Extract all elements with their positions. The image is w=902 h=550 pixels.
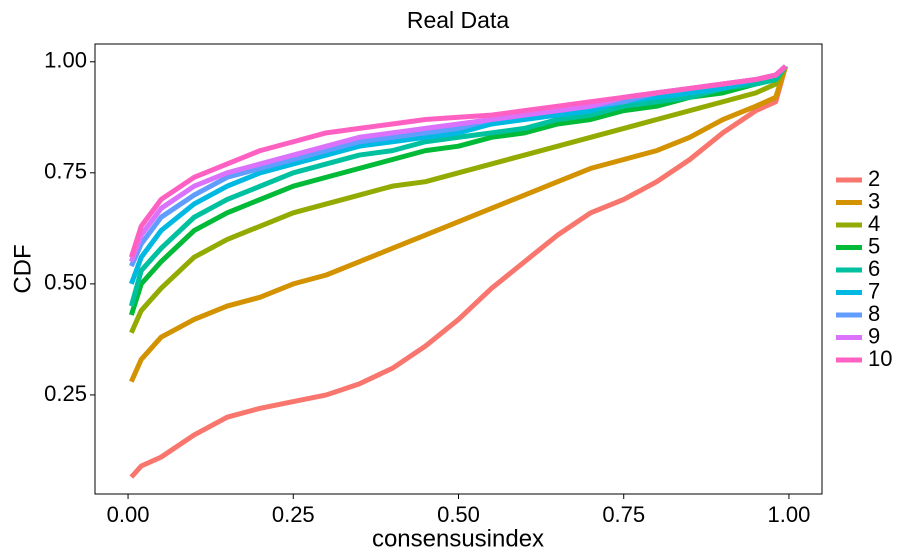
series-line bbox=[129, 64, 788, 334]
series-line bbox=[128, 64, 788, 307]
x-tick-label: 0.75 bbox=[602, 502, 645, 527]
legend-label: 2 bbox=[868, 166, 880, 191]
x-axis-label: consensusindex bbox=[372, 525, 544, 550]
y-tick-label: 0.50 bbox=[44, 270, 87, 295]
x-tick-label: 0.50 bbox=[437, 502, 480, 527]
legend-label: 6 bbox=[868, 256, 880, 281]
y-tick-label: 0.75 bbox=[44, 159, 87, 184]
y-axis-label: CDF bbox=[9, 244, 36, 293]
series-line bbox=[128, 64, 788, 258]
chart-title: Real Data bbox=[407, 7, 509, 33]
legend-label: 10 bbox=[868, 346, 892, 371]
x-tick-label: 1.00 bbox=[768, 502, 811, 527]
legend-label: 5 bbox=[868, 233, 880, 258]
series-line bbox=[128, 64, 788, 316]
plot-border bbox=[94, 43, 823, 495]
series-line bbox=[129, 65, 789, 479]
legend-label: 4 bbox=[868, 211, 880, 236]
legend-label: 9 bbox=[868, 323, 880, 348]
series-line bbox=[129, 65, 789, 383]
legend-label: 3 bbox=[868, 188, 880, 213]
legend-label: 8 bbox=[868, 301, 880, 326]
series-line bbox=[129, 64, 788, 285]
x-tick-label: 0.00 bbox=[107, 502, 150, 527]
y-tick-label: 1.00 bbox=[44, 48, 87, 73]
legend-label: 7 bbox=[868, 278, 880, 303]
x-tick-label: 0.25 bbox=[272, 502, 315, 527]
y-tick-label: 0.25 bbox=[44, 381, 87, 406]
